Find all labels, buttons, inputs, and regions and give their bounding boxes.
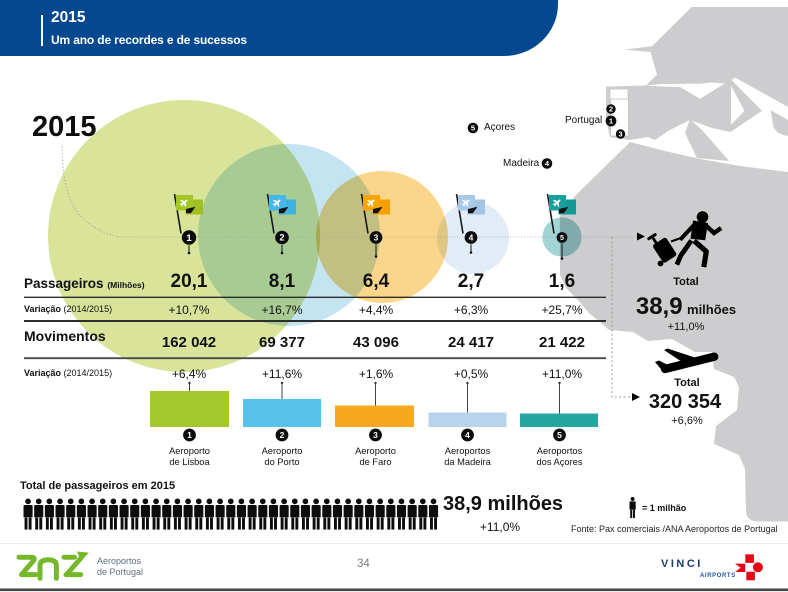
svg-text:4: 4 [465,430,470,440]
svg-text:1: 1 [187,430,192,440]
svg-text:3: 3 [373,430,378,440]
svg-text:2: 2 [609,105,613,114]
svg-text:3: 3 [619,130,623,139]
svg-text:5: 5 [471,124,476,133]
svg-text:4: 4 [545,159,550,168]
svg-text:1: 1 [186,233,192,244]
svg-text:5: 5 [557,430,562,440]
svg-text:4: 4 [469,233,474,243]
svg-text:3: 3 [374,233,379,243]
svg-text:5: 5 [560,234,564,242]
svg-text:2: 2 [280,430,285,440]
svg-text:2: 2 [280,233,285,243]
svg-text:1: 1 [609,117,614,126]
